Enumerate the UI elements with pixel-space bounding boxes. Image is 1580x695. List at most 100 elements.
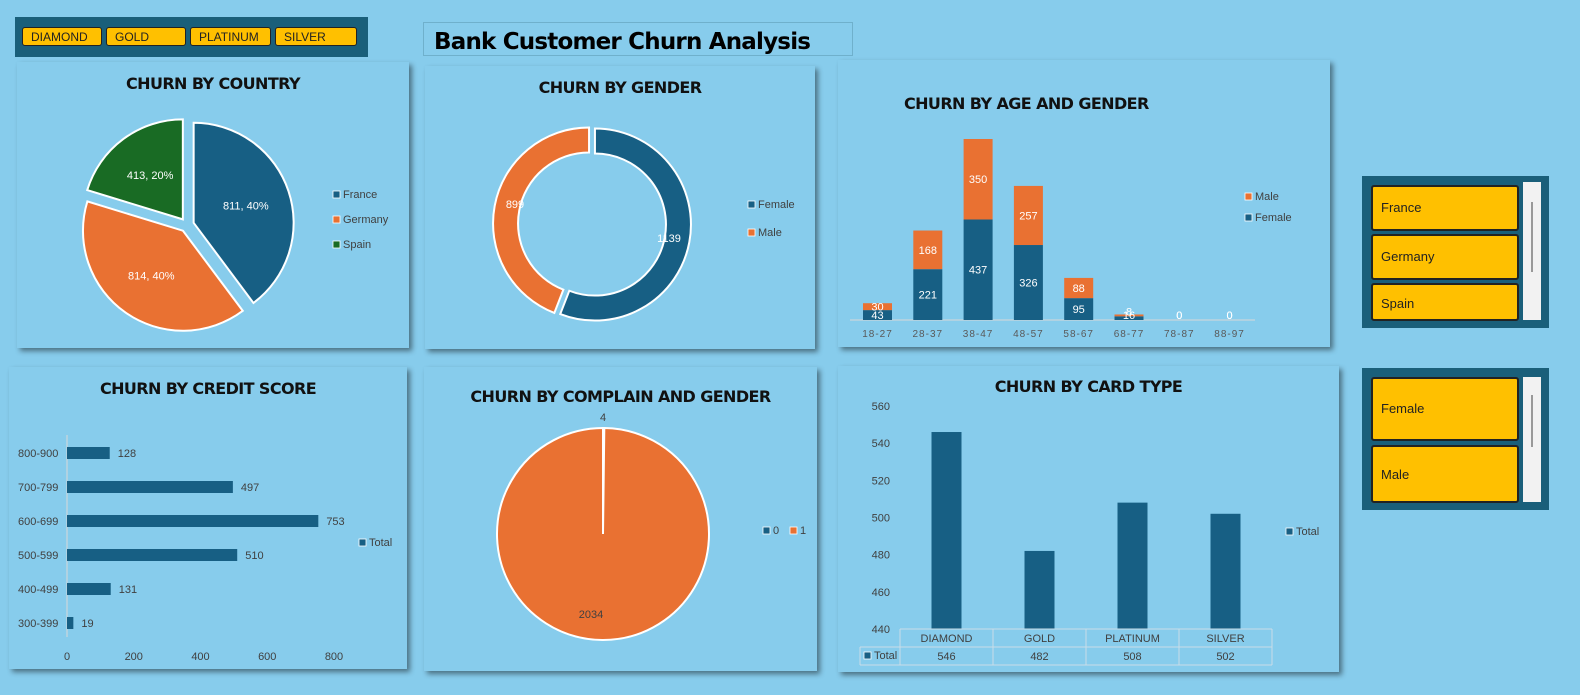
x-tick-label: 88-97 <box>1214 329 1245 340</box>
table-header-silver: SILVER <box>1206 633 1244 645</box>
slicer-item-france[interactable]: France <box>1371 185 1519 231</box>
data-label-female: 1139 <box>657 233 681 245</box>
legend-male-swatch <box>1244 192 1253 201</box>
legend-1-swatch <box>789 526 798 535</box>
y-tick-label: 700-799 <box>18 482 58 494</box>
slicer-item-platinum[interactable]: PLATINUM <box>190 27 271 46</box>
bar-female-58-67 <box>1064 298 1094 320</box>
data-label-male-88-97: 0 <box>1227 310 1233 322</box>
data-label-1: 2034 <box>579 609 603 621</box>
x-tick-label: 78-87 <box>1164 329 1195 340</box>
data-label-spain: 413, 20% <box>127 170 174 182</box>
legend-female-swatch <box>1244 213 1253 222</box>
slicer-item-female[interactable]: Female <box>1371 377 1519 441</box>
legend-female-label: Female <box>1255 212 1292 224</box>
slicer-item-germany[interactable]: Germany <box>1371 234 1519 280</box>
x-tick-label: 800 <box>325 651 343 663</box>
x-tick-label: 0 <box>64 651 70 663</box>
chart-card: 560 540 520 500 480 460 440 DIAMOND 546 GOLD 482 PL… <box>859 401 1319 666</box>
y-tick-label: 520 <box>872 475 890 487</box>
bar-gold <box>1024 550 1055 629</box>
panel-age: CHURN BY AGE AND GENDER 43 30 18-27 221 168 2… <box>838 60 1330 347</box>
legend-1-label: 1 <box>800 525 806 537</box>
table-series-label: Total <box>874 650 897 662</box>
y-tick-label: 600-699 <box>18 516 58 528</box>
data-label-female-28-37: 221 <box>919 290 937 302</box>
legend-total-swatch <box>1285 527 1294 536</box>
pie-slice-1 <box>496 426 710 641</box>
data-label-female-38-47: 437 <box>969 265 987 277</box>
table-header-diamond: DIAMOND <box>921 633 973 645</box>
data-label-male-18-27: 30 <box>871 302 883 314</box>
y-tick-label: 500-599 <box>18 550 58 562</box>
country-slicer-scroll-thumb[interactable] <box>1531 202 1533 272</box>
data-label-female-68-77: 16 <box>1123 310 1135 322</box>
bar-male-28-37 <box>913 230 943 270</box>
data-label-female-48-57: 326 <box>1019 278 1037 290</box>
y-tick-label: 800-900 <box>18 448 58 460</box>
legend-total-swatch <box>358 538 367 547</box>
bar-female-28-37 <box>913 269 943 320</box>
table-header-platinum: PLATINUM <box>1105 633 1160 645</box>
gender-slicer: Female Male <box>1362 368 1549 510</box>
bar-800-900 <box>67 447 110 459</box>
slicer-item-male[interactable]: Male <box>1371 445 1519 503</box>
bar-male-58-67 <box>1064 277 1094 299</box>
data-label-male-68-77: 8 <box>1126 306 1132 318</box>
slicer-item-gold[interactable]: GOLD <box>106 27 186 46</box>
gender-slicer-scrollbar[interactable] <box>1523 377 1541 502</box>
doughnut-slice-female <box>558 127 692 322</box>
y-tick-label: 400-499 <box>18 584 58 596</box>
table-value-diamond: 546 <box>937 651 955 663</box>
country-slicer-scrollbar[interactable] <box>1523 182 1541 320</box>
data-label-germany: 814, 40% <box>128 271 175 283</box>
card-type-slicer: DIAMOND GOLD PLATINUM SILVER <box>15 17 368 57</box>
bar-700-799 <box>67 481 233 493</box>
x-tick-label: 38-47 <box>963 329 994 340</box>
x-tick-label: 68-77 <box>1114 329 1145 340</box>
panel-gender: CHURN BY GENDER 1139 Female 899 Male <box>425 66 815 349</box>
slicer-item-spain[interactable]: Spain <box>1371 283 1519 321</box>
legend-spain-swatch <box>332 240 341 249</box>
bar-male-48-57 <box>1013 185 1043 246</box>
data-label-600-699: 753 <box>326 516 344 528</box>
data-label-male-28-37: 168 <box>919 245 937 257</box>
legend-female-swatch <box>747 200 756 209</box>
chart-title-card: CHURN BY CARD TYPE <box>994 377 1183 396</box>
legend-germany-swatch <box>332 215 341 224</box>
chart-title-age: CHURN BY AGE AND GENDER <box>904 94 1149 113</box>
data-label-male-58-67: 88 <box>1073 283 1085 295</box>
legend-male-label: Male <box>1255 191 1279 203</box>
data-label-400-499: 131 <box>119 584 137 596</box>
chart-title-credit: CHURN BY CREDIT SCORE <box>99 379 317 398</box>
pie-slice-france <box>192 121 295 305</box>
legend-spain-label: Spain <box>343 239 371 251</box>
data-label-300-399: 19 <box>81 618 93 630</box>
legend-total-label: Total <box>369 537 392 549</box>
x-tick-label: 400 <box>191 651 209 663</box>
pie-slice-spain <box>85 118 184 221</box>
data-label-female-18-27: 43 <box>871 310 883 322</box>
legend-0-swatch <box>762 526 771 535</box>
slicer-item-diamond[interactable]: DIAMOND <box>22 27 102 46</box>
table-value-silver: 502 <box>1216 651 1234 663</box>
bar-female-38-47 <box>963 219 993 320</box>
legend-female-label: Female <box>758 199 795 211</box>
y-tick-label: 440 <box>872 624 890 636</box>
panel-credit: CHURN BY CREDIT SCORE 128 800-900 497 700-7… <box>9 367 407 669</box>
y-tick-label: 460 <box>872 587 890 599</box>
data-label-female-88-97: 0 <box>1227 310 1233 322</box>
data-label-female-78-87: 0 <box>1176 310 1182 322</box>
gender-slicer-scroll-thumb[interactable] <box>1531 395 1533 447</box>
table-header-gold: GOLD <box>1024 633 1055 645</box>
chart-gender: 1139 Female 899 Male <box>492 126 795 322</box>
bar-male-38-47 <box>963 138 993 220</box>
dashboard-title-box: Bank Customer Churn Analysis <box>423 22 853 56</box>
y-tick-label: 480 <box>872 550 890 562</box>
table-value-gold: 482 <box>1030 651 1048 663</box>
slicer-item-silver[interactable]: SILVER <box>275 27 357 46</box>
legend-male-swatch <box>747 228 756 237</box>
data-label-male-48-57: 257 <box>1019 210 1037 222</box>
x-tick-label: 28-37 <box>913 329 944 340</box>
